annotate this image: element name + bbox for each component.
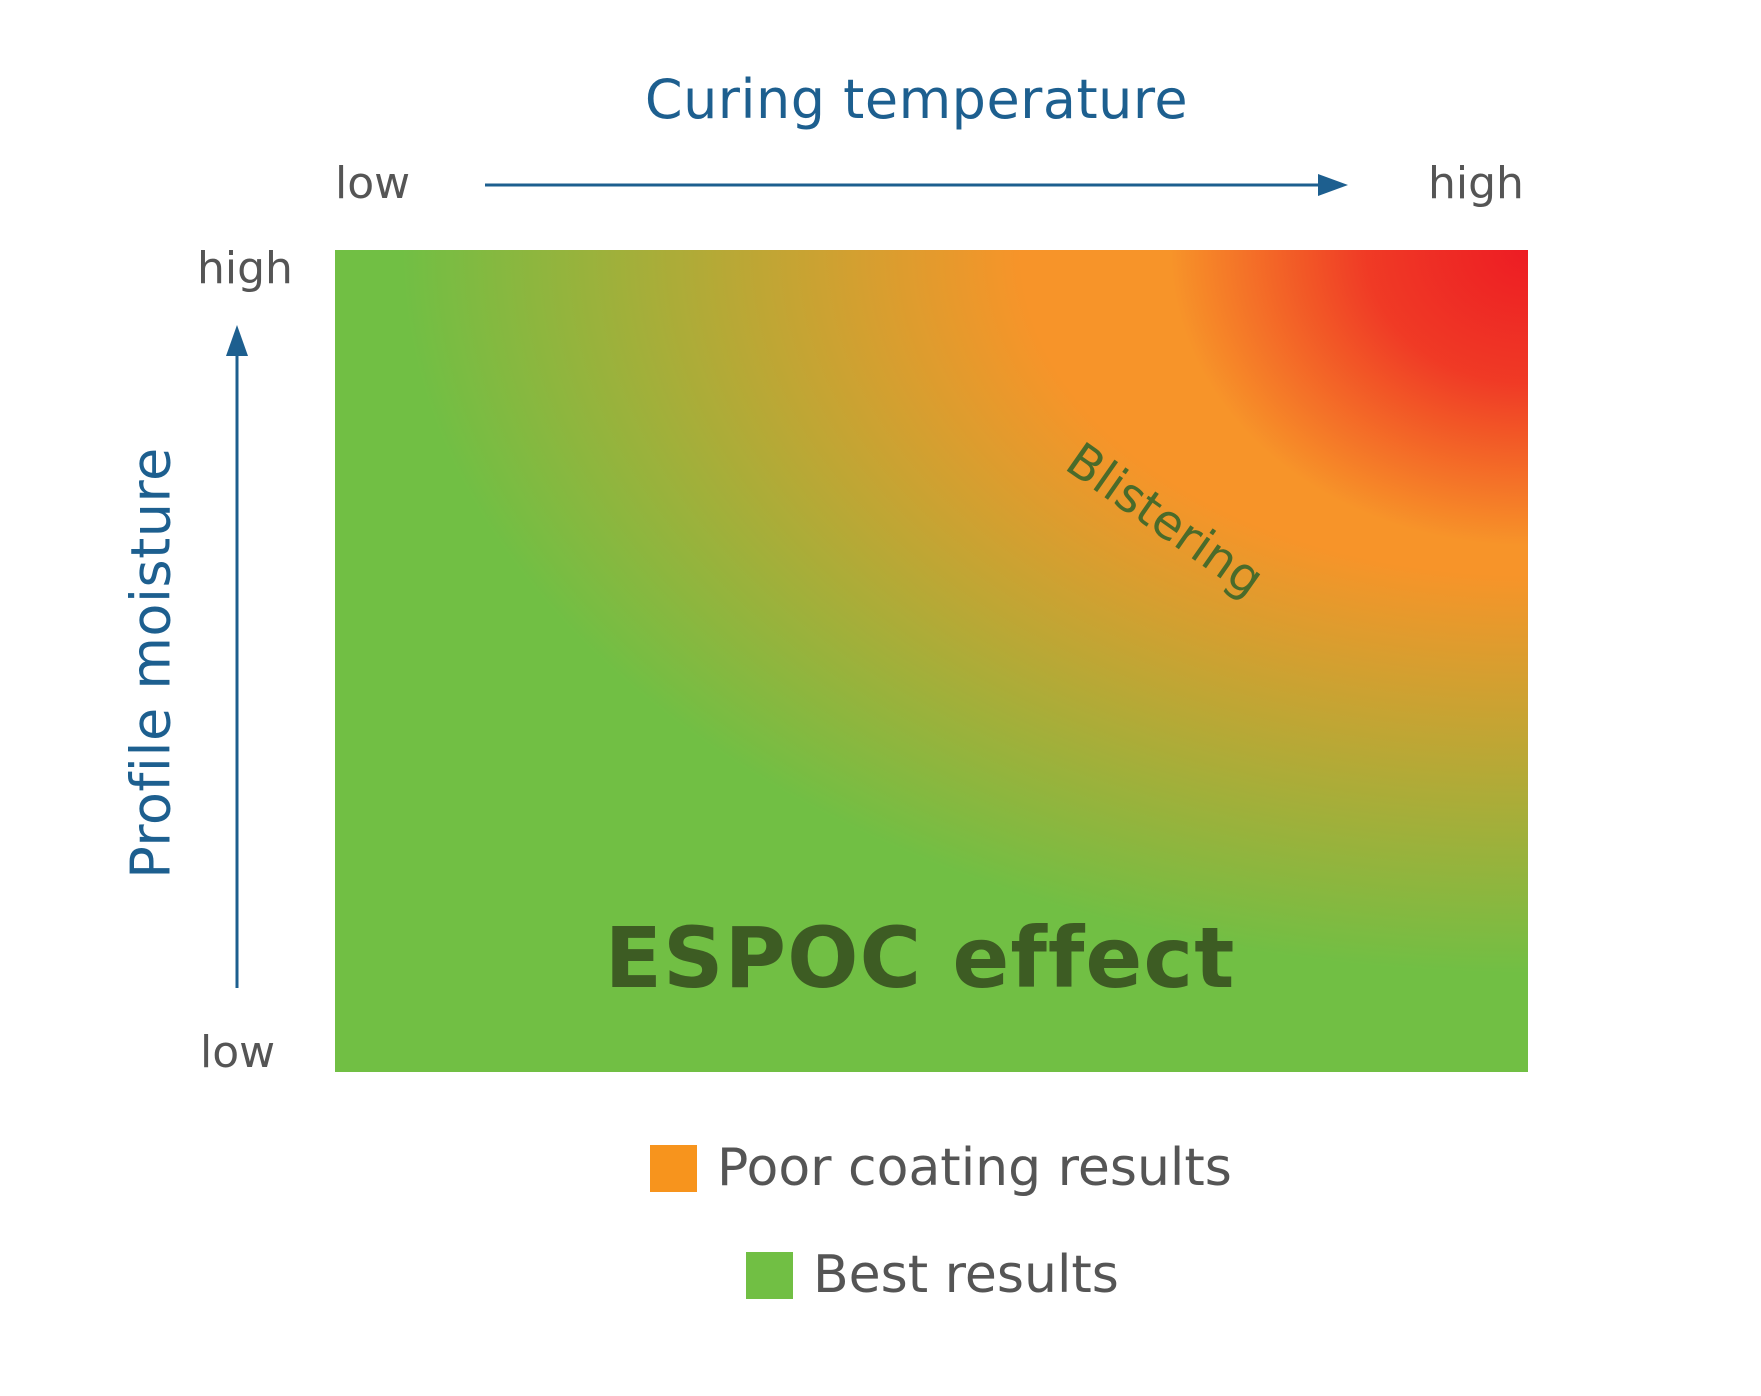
legend-label-best: Best results [813,1245,1119,1305]
x-axis-low-label: low [335,158,411,209]
x-axis-title: Curing temperature [644,68,1189,131]
gradient-plot-area [335,250,1528,1072]
legend-item-best: Best results [746,1245,1119,1305]
legend-swatch-best [746,1251,793,1299]
legend-label-poor: Poor coating results [717,1138,1232,1198]
legend-item-poor: Poor coating results [650,1138,1232,1198]
espoc-effect-label: ESPOC effect [604,909,1236,1007]
y-axis-arrow [226,325,248,988]
blistering-zone [335,250,1528,1072]
x-axis-high-label: high [1428,158,1524,209]
y-axis-low-label: low [200,1027,276,1078]
y-axis-high-label: high [197,243,293,294]
legend-swatch-poor [650,1144,697,1192]
x-axis-arrow [485,174,1348,196]
y-axis-title: Profile moisture [119,447,183,879]
